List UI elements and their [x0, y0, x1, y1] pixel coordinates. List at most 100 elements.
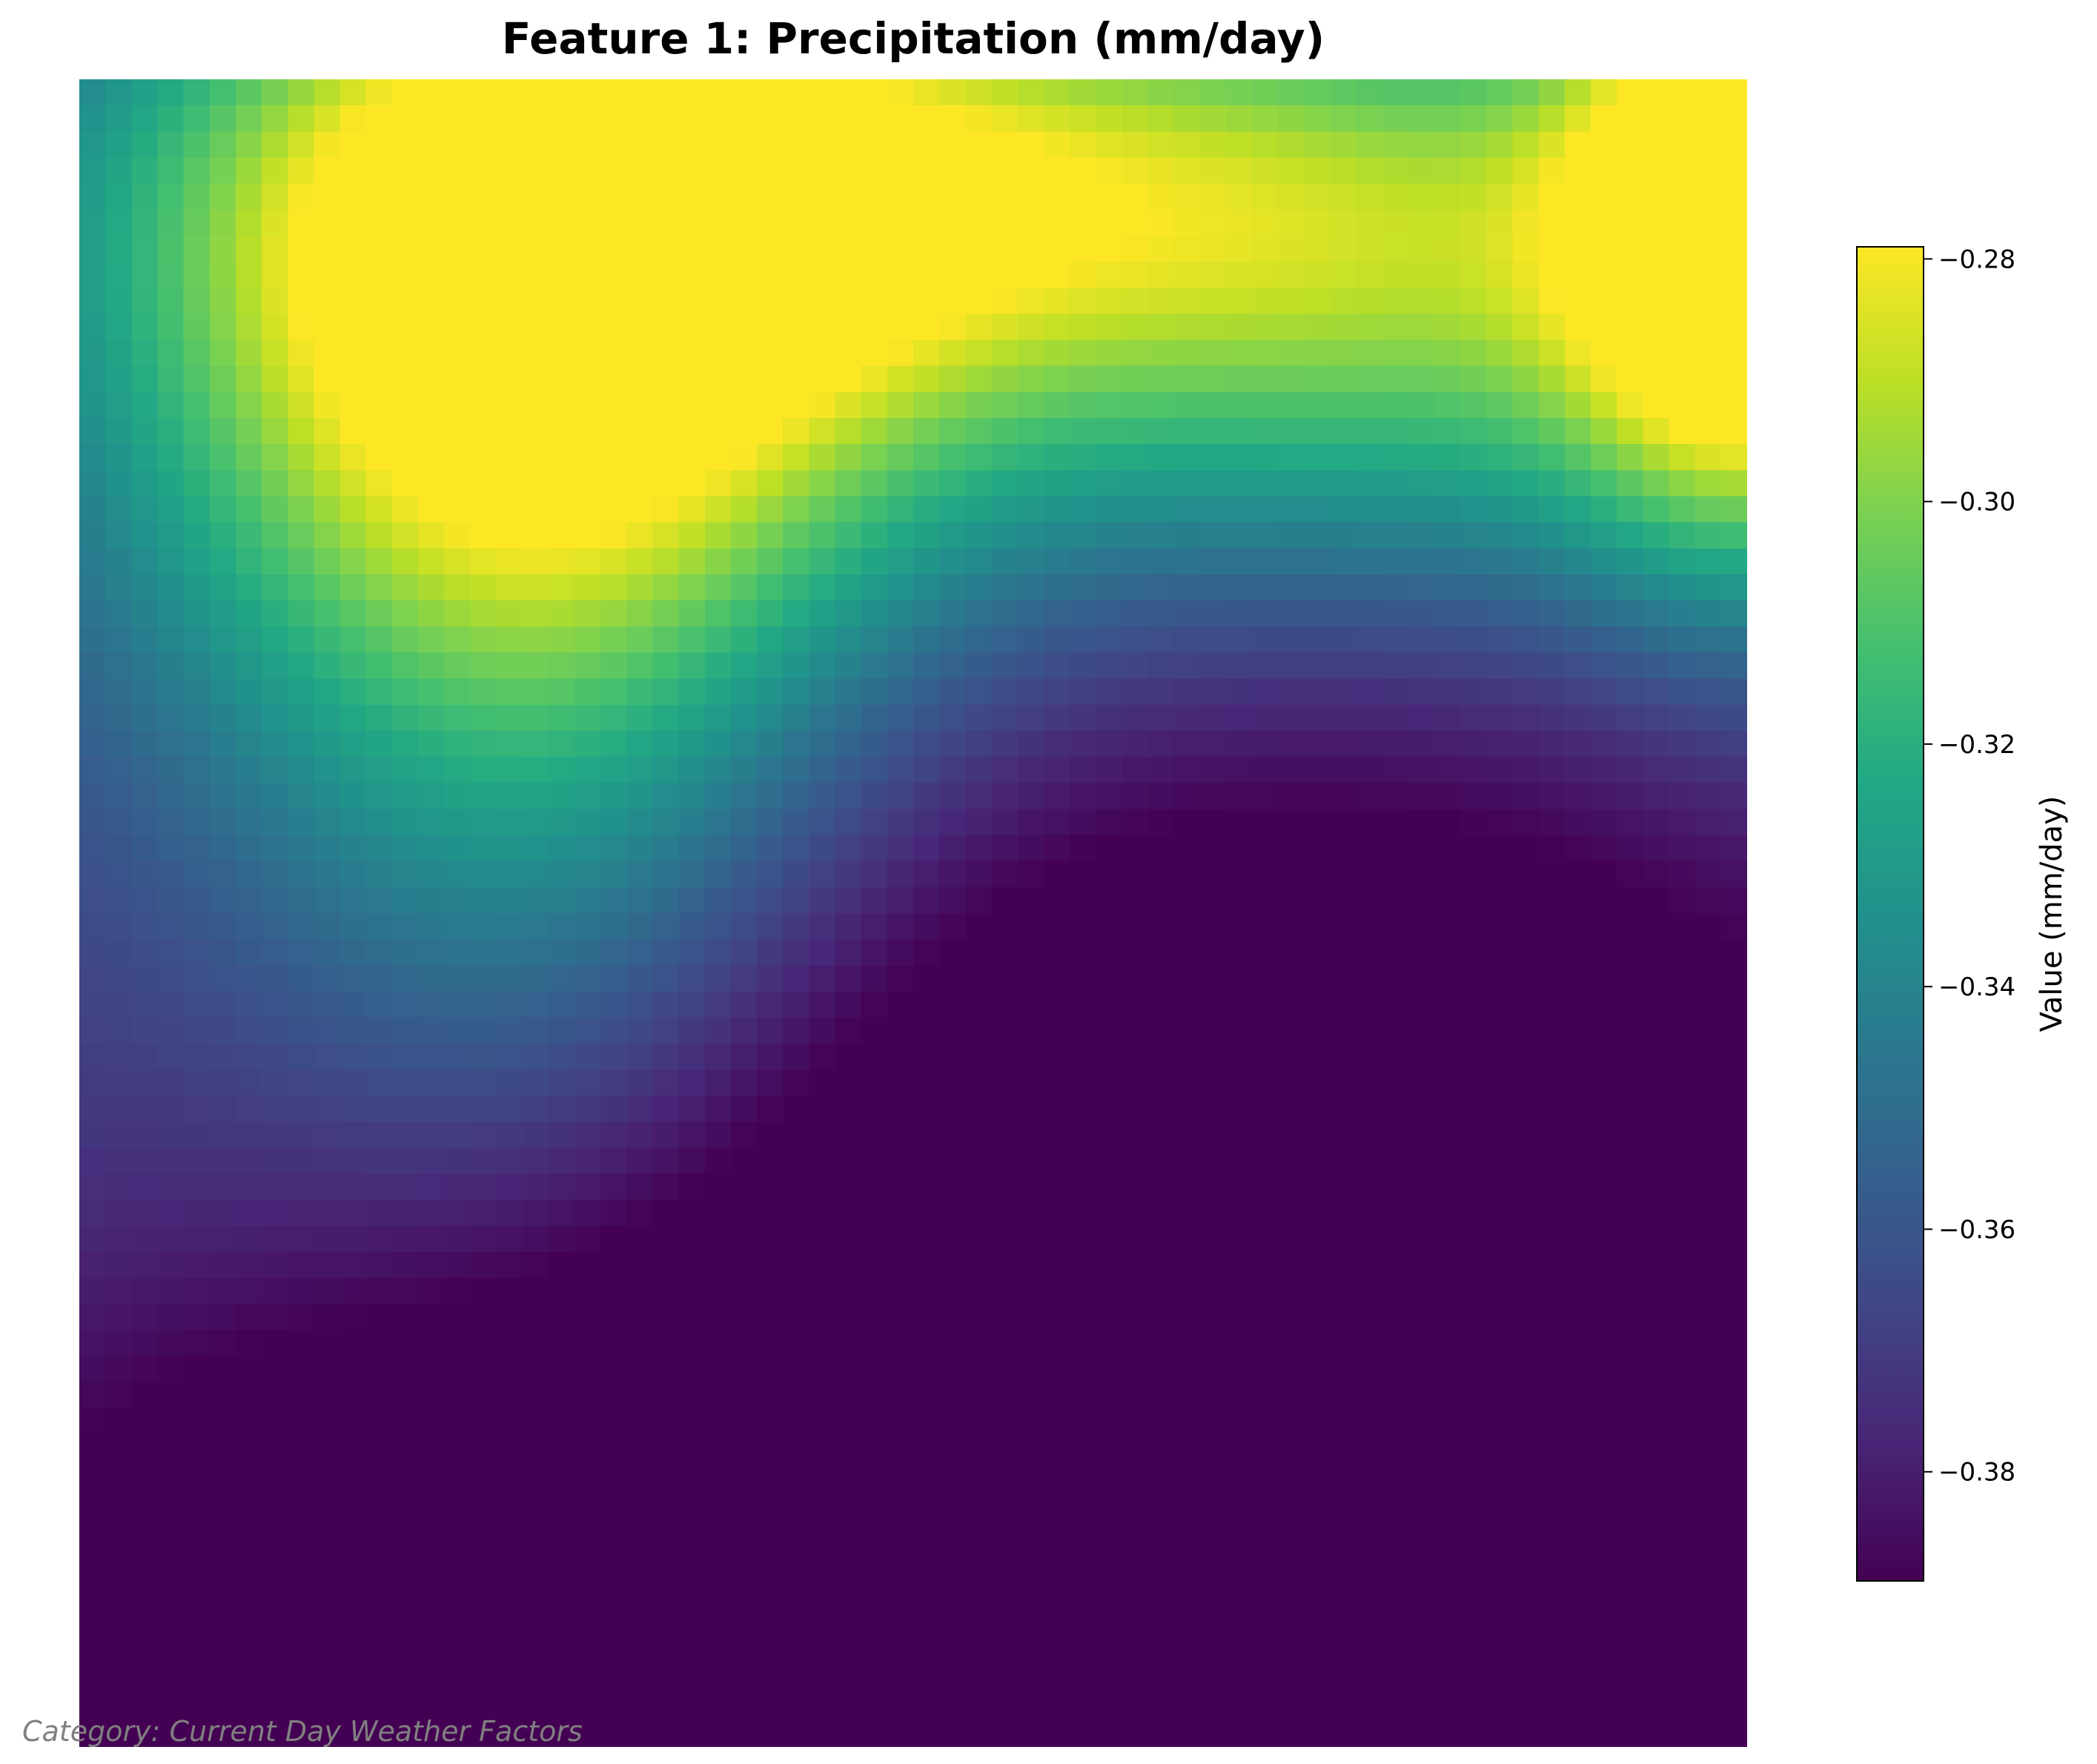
- heatmap-cell: [861, 1407, 888, 1435]
- heatmap-cell: [314, 391, 341, 419]
- heatmap-cell: [1043, 105, 1070, 132]
- heatmap-cell: [1669, 652, 1696, 680]
- heatmap-cell: [209, 1407, 236, 1435]
- heatmap-cell: [1225, 1407, 1253, 1435]
- heatmap-cell: [105, 1591, 132, 1617]
- heatmap-cell: [1199, 757, 1227, 783]
- heatmap-cell: [1199, 991, 1227, 1018]
- heatmap-cell: [157, 1199, 185, 1227]
- heatmap-cell: [262, 626, 288, 654]
- heatmap-cell: [1643, 1356, 1670, 1383]
- heatmap-cell: [835, 1382, 862, 1409]
- heatmap-cell: [79, 1043, 106, 1070]
- heatmap-cell: [288, 991, 315, 1018]
- heatmap-cell: [288, 79, 315, 106]
- heatmap-cell: [1304, 1642, 1331, 1670]
- heatmap-cell: [131, 288, 159, 315]
- heatmap-cell: [991, 1225, 1018, 1253]
- heatmap-cell: [704, 1017, 732, 1044]
- heatmap-cell: [730, 1407, 758, 1435]
- heatmap-cell: [522, 235, 549, 262]
- heatmap-cell: [209, 1642, 236, 1670]
- heatmap-cell: [704, 522, 732, 549]
- heatmap-cell: [939, 235, 966, 262]
- heatmap-cell: [1225, 339, 1253, 367]
- heatmap-cell: [1591, 1147, 1617, 1175]
- heatmap-cell: [652, 1356, 680, 1383]
- heatmap-cell: [1069, 209, 1096, 236]
- heatmap-cell: [444, 262, 471, 288]
- heatmap-cell: [1695, 1617, 1722, 1643]
- heatmap-cell: [1434, 209, 1461, 236]
- heatmap-cell: [757, 1617, 784, 1643]
- heatmap-cell: [1147, 809, 1175, 836]
- heatmap-cell: [757, 183, 784, 210]
- heatmap-cell: [1617, 1095, 1643, 1122]
- heatmap-cell: [157, 1434, 185, 1461]
- heatmap-cell: [183, 1147, 211, 1175]
- heatmap-cell: [861, 262, 888, 288]
- heatmap-cell: [183, 1173, 211, 1201]
- heatmap-cell: [1122, 1720, 1149, 1747]
- heatmap-cell: [314, 314, 341, 341]
- heatmap-cell: [704, 183, 732, 210]
- heatmap-cell: [262, 1304, 288, 1331]
- heatmap-cell: [1304, 1147, 1331, 1175]
- heatmap-cell: [1199, 600, 1227, 627]
- heatmap-cell: [496, 1564, 523, 1591]
- heatmap-cell: [809, 1252, 836, 1279]
- heatmap-cell: [209, 1225, 236, 1253]
- heatmap-cell: [1356, 1199, 1383, 1227]
- heatmap-cell: [1147, 757, 1175, 783]
- heatmap-cell: [1330, 626, 1357, 654]
- heatmap-cell: [1096, 548, 1122, 575]
- heatmap-cell: [887, 783, 914, 809]
- heatmap-cell: [1147, 1199, 1175, 1227]
- heatmap-cell: [861, 1356, 888, 1383]
- heatmap-cell: [1122, 730, 1149, 757]
- heatmap-cell: [209, 470, 236, 497]
- heatmap-cell: [652, 1720, 680, 1747]
- heatmap-cell: [1434, 1356, 1461, 1383]
- heatmap-cell: [157, 1330, 185, 1357]
- heatmap-cell: [470, 939, 497, 966]
- heatmap-cell: [235, 1225, 262, 1253]
- heatmap-cell: [1356, 1591, 1383, 1617]
- heatmap-cell: [1408, 1434, 1435, 1461]
- heatmap-cell: [1564, 809, 1591, 836]
- heatmap-cell: [1173, 1252, 1201, 1279]
- heatmap-cell: [1043, 939, 1070, 966]
- heatmap-cell: [183, 1460, 211, 1488]
- heatmap-cell: [809, 1407, 836, 1435]
- heatmap-cell: [678, 1173, 706, 1201]
- heatmap-cell: [1512, 365, 1540, 393]
- heatmap-cell: [730, 1642, 758, 1670]
- heatmap-cell: [1069, 288, 1096, 315]
- heatmap-cell: [288, 1043, 315, 1070]
- heatmap-cell: [1564, 704, 1591, 732]
- heatmap-cell: [183, 600, 211, 627]
- heatmap-cell: [1460, 235, 1488, 262]
- heatmap-cell: [496, 522, 523, 549]
- heatmap-cell: [548, 704, 575, 732]
- heatmap-cell: [1330, 1642, 1357, 1670]
- heatmap-cell: [626, 391, 654, 419]
- heatmap-cell: [1486, 1017, 1514, 1044]
- heatmap-cell: [1199, 1460, 1227, 1488]
- heatmap-cell: [1199, 939, 1227, 966]
- heatmap-cell: [1173, 652, 1201, 680]
- heatmap-cell: [209, 183, 236, 210]
- heatmap-cell: [131, 496, 159, 523]
- heatmap-cell: [262, 444, 288, 471]
- heatmap-cell: [1017, 522, 1044, 549]
- heatmap-cell: [730, 105, 758, 132]
- heatmap-cell: [1199, 1694, 1227, 1722]
- heatmap-cell: [288, 288, 315, 315]
- heatmap-cell: [678, 809, 706, 836]
- heatmap-cell: [757, 444, 784, 471]
- heatmap-cell: [757, 600, 784, 627]
- heatmap-cell: [1330, 496, 1357, 523]
- heatmap-cell: [1486, 600, 1514, 627]
- heatmap-cell: [678, 783, 706, 809]
- heatmap-cell: [600, 1173, 627, 1201]
